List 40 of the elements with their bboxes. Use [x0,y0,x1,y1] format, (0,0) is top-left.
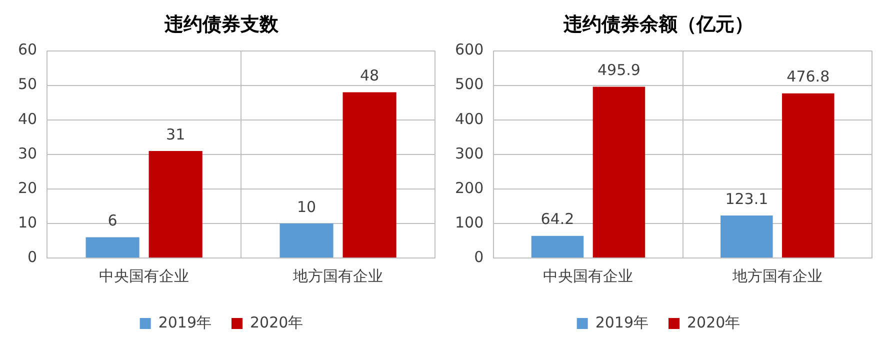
bar [592,86,646,258]
x-tick-label: 地方国有企业 [731,266,822,285]
data-label: 6 [108,212,118,230]
legend-label: 2019年 [158,313,212,332]
y-tick-label: 0 [474,248,484,266]
x-tick-label: 地方国有企业 [292,266,384,285]
data-label: 48 [360,66,380,85]
y-tick-label: 60 [18,40,38,59]
y-tick-label: 0 [28,248,38,266]
x-tick-label: 中央国有企业 [543,266,634,285]
y-tick-label: 50 [18,75,38,94]
legend-label: 2020年 [687,313,740,332]
bar [148,150,202,258]
data-label: 31 [166,125,186,144]
data-label: 495.9 [597,61,640,80]
y-tick-label: 10 [18,213,38,232]
bar [86,237,140,258]
y-tick-label: 500 [454,75,484,94]
bar [531,236,584,258]
y-tick-label: 200 [454,178,484,197]
x-tick-label: 中央国有企业 [99,266,190,285]
data-label: 10 [296,198,316,216]
data-label: 123.1 [725,190,768,208]
bar [720,215,773,258]
y-tick-label: 400 [454,110,484,128]
y-tick-label: 20 [18,178,38,197]
data-label: 64.2 [540,210,574,228]
y-tick-label: 40 [18,110,38,128]
data-label: 476.8 [786,68,830,86]
bar [280,223,334,258]
y-tick-label: 600 [454,40,484,59]
y-tick-label: 30 [18,144,38,162]
legend-label: 2019年 [595,313,649,332]
bar [342,92,396,258]
bar [782,93,834,258]
legend-label: 2020年 [250,313,304,332]
y-tick-label: 300 [454,144,484,162]
chart-title: 违约债券支数 [164,13,280,36]
chart-title: 违约债券余额（亿元） [562,13,754,36]
y-tick-label: 100 [454,213,484,232]
